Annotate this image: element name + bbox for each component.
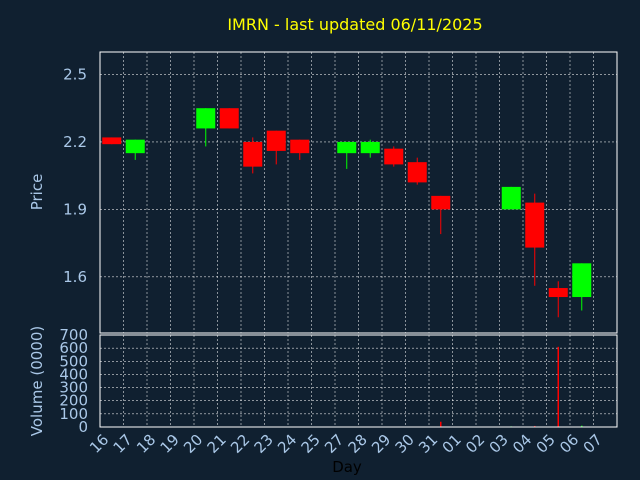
candle-body xyxy=(360,141,380,154)
price-axis-label: Price xyxy=(28,174,46,211)
volume-tick-label: 600 xyxy=(59,339,88,357)
price-tick-label: 1.6 xyxy=(63,268,87,286)
candle-body xyxy=(196,108,216,129)
volume-tick-label: 700 xyxy=(59,326,88,344)
x-tick-label: 19 xyxy=(157,431,183,457)
x-axis: 1617181920212223242527282930310102030405… xyxy=(86,431,606,457)
x-tick-label: 24 xyxy=(274,431,300,457)
volume-tick-label: 400 xyxy=(59,365,88,383)
candle-body xyxy=(337,141,357,154)
volume-tick-label: 300 xyxy=(59,379,88,397)
x-tick-label: 23 xyxy=(251,431,277,457)
x-tick-label: 25 xyxy=(298,431,324,457)
volume-bar xyxy=(581,425,583,427)
price-frame xyxy=(99,51,618,334)
candle-body xyxy=(525,202,545,248)
candle-body xyxy=(243,141,263,167)
x-tick-label: 16 xyxy=(86,431,112,457)
volume-bar xyxy=(557,346,559,427)
x-tick-label: 21 xyxy=(204,431,230,457)
candle-body xyxy=(501,186,521,210)
x-tick-label: 22 xyxy=(227,431,253,457)
candle-body xyxy=(548,288,568,298)
x-tick-label: 05 xyxy=(533,431,559,457)
volume-bar xyxy=(534,425,536,427)
candle-body xyxy=(290,139,310,154)
x-tick-label: 18 xyxy=(133,431,159,457)
volume-bar xyxy=(440,421,442,427)
x-tick-label: 04 xyxy=(509,431,535,457)
candle-body xyxy=(407,162,427,183)
candle-body xyxy=(384,148,404,165)
x-tick-label: 03 xyxy=(486,431,512,457)
volume-frame xyxy=(99,334,618,428)
x-tick-label: 28 xyxy=(345,431,371,457)
x-tick-label: 01 xyxy=(439,431,465,457)
volume-tick-label: 100 xyxy=(59,405,88,423)
x-tick-label: 27 xyxy=(321,431,347,457)
candle-body xyxy=(219,108,239,129)
x-tick-label: 31 xyxy=(415,431,441,457)
x-tick-label: 20 xyxy=(180,431,206,457)
x-tick-label: 30 xyxy=(392,431,418,457)
x-tick-label: 29 xyxy=(368,431,394,457)
x-axis-title: Day xyxy=(332,458,362,476)
candle-body xyxy=(125,139,145,154)
price-tick-label: 1.9 xyxy=(63,200,87,218)
candle-body xyxy=(266,130,286,151)
x-tick-label: 02 xyxy=(462,431,488,457)
price-tick-label: 2.5 xyxy=(63,65,87,83)
volume-tick-label: 200 xyxy=(59,392,88,410)
x-tick-label: 07 xyxy=(580,431,606,457)
candle-body xyxy=(102,137,122,145)
price-tick-label: 2.2 xyxy=(63,133,87,151)
volume-axis-label: Volume (0000) xyxy=(28,326,46,436)
volume-tick-label: 0 xyxy=(78,418,88,436)
chart-title: IMRN - last updated 06/11/2025 xyxy=(227,15,482,34)
price-panel: 1.6 1.9 2.2 2.5 xyxy=(63,51,618,334)
x-tick-label: 17 xyxy=(110,431,136,457)
candle-body xyxy=(572,263,592,298)
x-tick-label: 06 xyxy=(556,431,582,457)
volume-tick-label: 500 xyxy=(59,352,88,370)
candle-body xyxy=(431,195,451,210)
